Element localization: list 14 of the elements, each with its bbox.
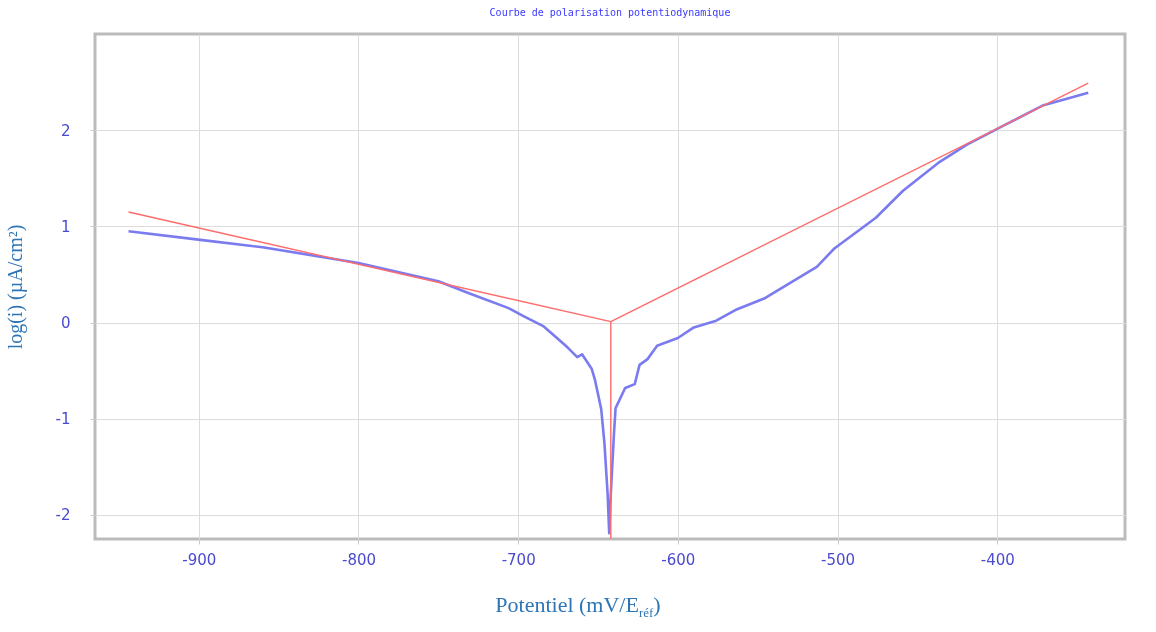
x-tick-label: -700	[501, 550, 536, 569]
x-axis-title: Potentiel (mV/E$_{réf}$)	[494, 592, 662, 622]
x-tick-label: -400	[980, 550, 1015, 569]
y-tick-label: 1	[60, 217, 71, 236]
x-tick-label: -600	[661, 550, 696, 569]
y-tick-label: 0	[60, 314, 71, 333]
y-tick-label: -2	[55, 506, 71, 525]
y-axis-title: log(i) (µA/cm²)	[3, 224, 27, 350]
x-tick-label: -800	[341, 550, 377, 569]
x-tick-label: -500	[821, 550, 856, 569]
chart-title: Courbe de polarisation potentiodynamique	[489, 7, 731, 18]
y-tick-label: 2	[60, 121, 71, 140]
x-tick-label: -900	[182, 550, 217, 569]
y-tick-label: -1	[55, 410, 71, 429]
